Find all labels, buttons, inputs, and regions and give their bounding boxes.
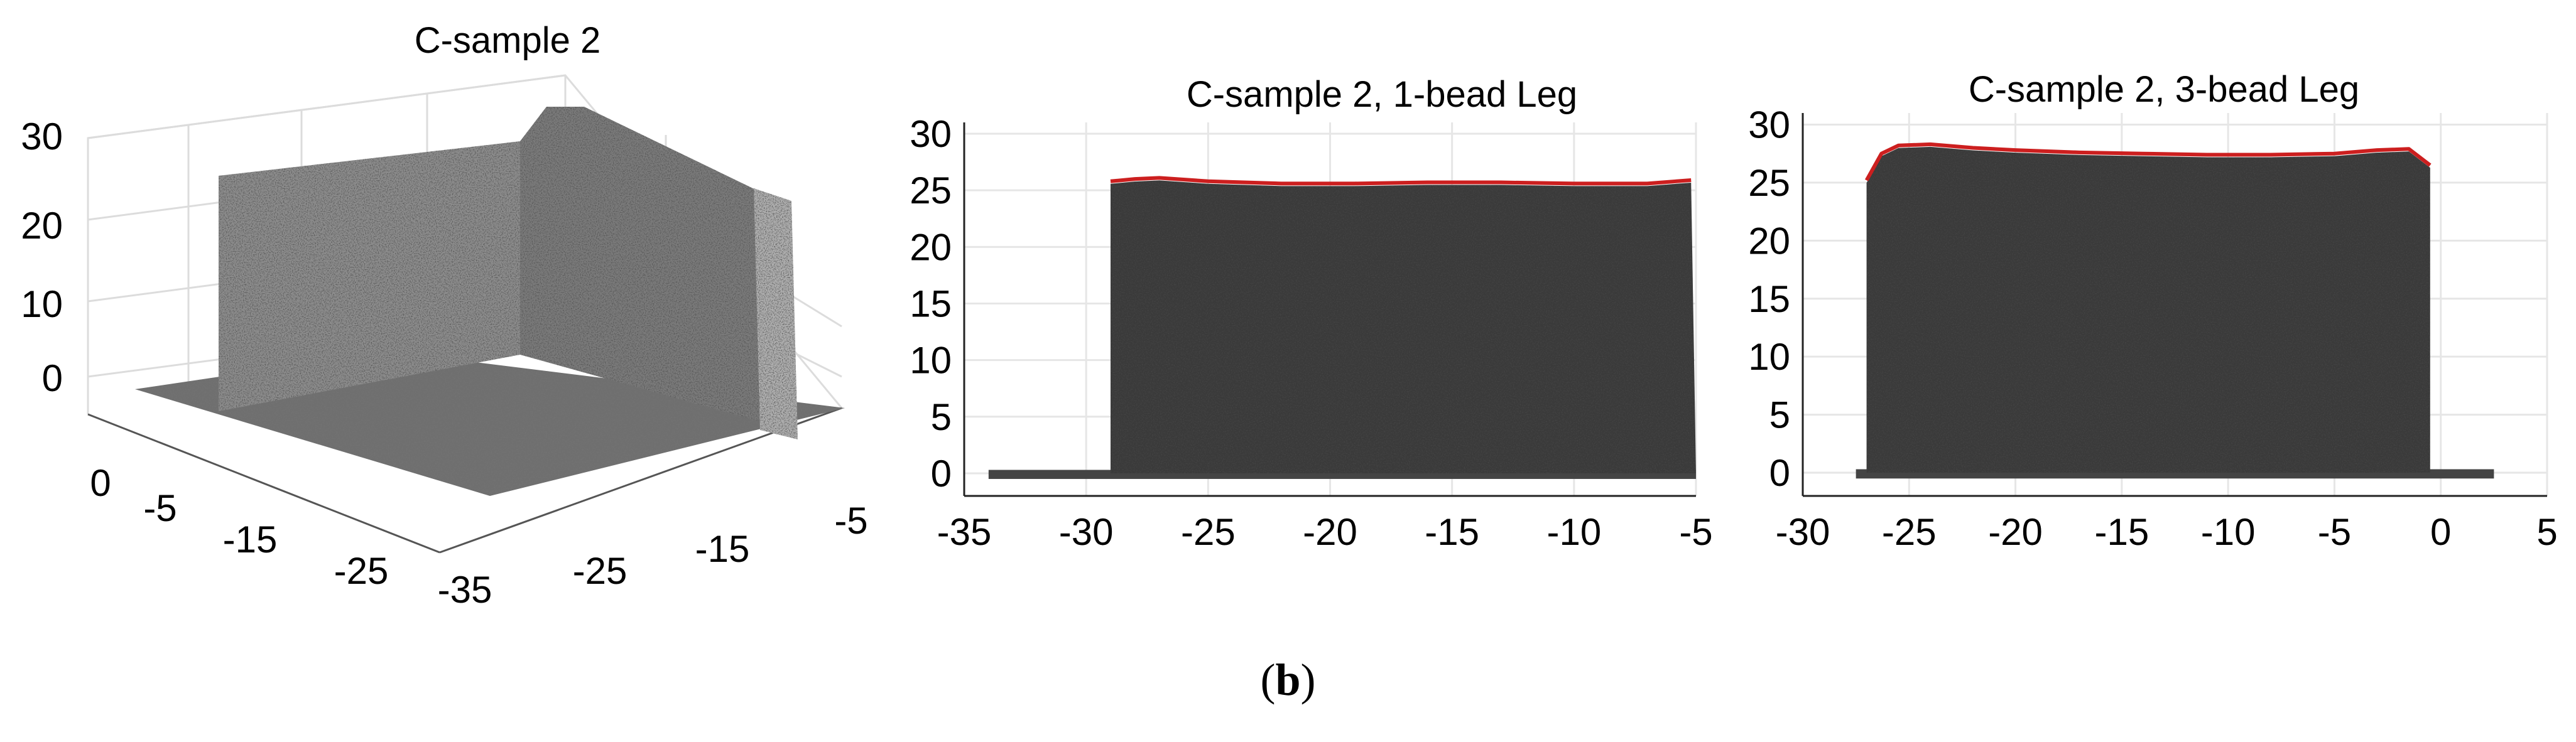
p2-x-tick-label: -20 — [1303, 511, 1357, 553]
p3-x-tick-label: -25 — [1882, 511, 1937, 553]
p3-y-tick-label: 5 — [1769, 394, 1790, 436]
panel1-x-ticks: 0 -5 -15 -25 — [90, 462, 388, 592]
p2-y-tick-label: 0 — [931, 453, 952, 495]
p2-y-tick-label: 10 — [910, 340, 952, 382]
panel1-x-tick: -15 — [223, 519, 278, 561]
panel3-top-profile — [1864, 142, 2432, 181]
p2-y-tick-label: 5 — [931, 396, 952, 438]
panel1-z-tick: 30 — [21, 116, 63, 158]
panel1-x-tick: -5 — [143, 487, 177, 529]
p2-x-tick-label: -10 — [1546, 511, 1601, 553]
p3-y-tick-label: 30 — [1748, 104, 1790, 146]
panel2-title: C-sample 2, 1-bead Leg — [1187, 74, 1577, 115]
p3-x-tick-label: 5 — [2536, 511, 2557, 553]
panel1-y-tick: -5 — [834, 500, 867, 542]
p2-y-tick-label: 15 — [910, 282, 952, 325]
p3-top-profile-line — [1864, 142, 2432, 181]
p2-x-tick-label: -15 — [1425, 511, 1479, 553]
p2-y-tick-label: 25 — [910, 169, 952, 212]
panel1-y-tick: -35 — [438, 569, 492, 611]
panel2-x-ticks: -35 -30 -25 -20 -15 -10 -5 — [937, 511, 1713, 553]
p3-x-tick-label: -5 — [2318, 511, 2351, 553]
panel1-x-tick: -25 — [334, 550, 389, 592]
p3-x-tick-label: -20 — [1988, 511, 2043, 553]
panel3-title: C-sample 2, 3-bead Leg — [1969, 69, 2359, 110]
panel1-y-tick: -15 — [695, 528, 750, 570]
panel-1-bead-leg: C-sample 2, 1-bead Leg -35 -30 -25 -20 -15 -1… — [910, 74, 1712, 553]
p2-y-tick-label: 30 — [910, 113, 952, 155]
panel2-y-ticks: 0 5 10 15 20 25 30 — [910, 113, 952, 495]
p3-x-tick-label: -10 — [2201, 511, 2256, 553]
p2-x-tick-label: -5 — [1679, 511, 1712, 553]
p3-y-tick-label: 25 — [1748, 162, 1790, 204]
p3-y-tick-label: 10 — [1748, 336, 1790, 378]
panel2-point-cloud — [988, 180, 1696, 479]
panel1-y-tick: -25 — [573, 550, 628, 592]
p2-x-tick-label: -35 — [937, 511, 992, 553]
p2-wall-texture — [1111, 180, 1696, 473]
caption-letter: b — [1275, 655, 1301, 705]
panel3-x-ticks: -30 -25 -20 -15 -10 -5 0 5 — [1776, 511, 2558, 553]
panel-3d-view: C-sample 2 — [21, 20, 867, 611]
p2-y-tick-label: 20 — [910, 226, 952, 268]
panel1-y-ticks: -35 -25 -15 -5 — [438, 500, 868, 611]
panel2-axes — [963, 122, 1696, 497]
p3-y-tick-label: 15 — [1748, 278, 1790, 320]
panel1-z-ticks: 30 20 10 0 — [21, 116, 63, 399]
panel2-top-profile — [1110, 176, 1692, 186]
figure-caption: (b) — [1260, 655, 1316, 705]
panel3-axes — [1802, 113, 2547, 497]
p3-y-tick-label: 20 — [1748, 220, 1790, 262]
p2-top-profile-line — [1110, 176, 1692, 186]
panel1-z-tick: 10 — [21, 283, 63, 325]
panel3-point-cloud — [1856, 146, 2494, 479]
p2-x-tick-label: -30 — [1059, 511, 1114, 553]
panel1-title: C-sample 2 — [415, 20, 601, 61]
p3-wall-texture — [1866, 146, 2430, 473]
panel1-x-tick: 0 — [90, 462, 111, 504]
p3-x-tick-label: -30 — [1776, 511, 1830, 553]
p3-x-tick-label: -15 — [2094, 511, 2149, 553]
p3-x-tick-label: 0 — [2430, 511, 2451, 553]
panel-3-bead-leg: C-sample 2, 3-bead Leg -30 -25 -20 -15 -10 -5… — [1748, 69, 2557, 553]
panel1-z-tick: 20 — [21, 205, 63, 247]
p3-y-tick-label: 0 — [1769, 452, 1790, 494]
p2-x-tick-label: -25 — [1181, 511, 1236, 553]
panel3-y-ticks: 0 5 10 15 20 25 30 — [1748, 104, 1790, 494]
panel1-z-tick: 0 — [42, 357, 63, 399]
